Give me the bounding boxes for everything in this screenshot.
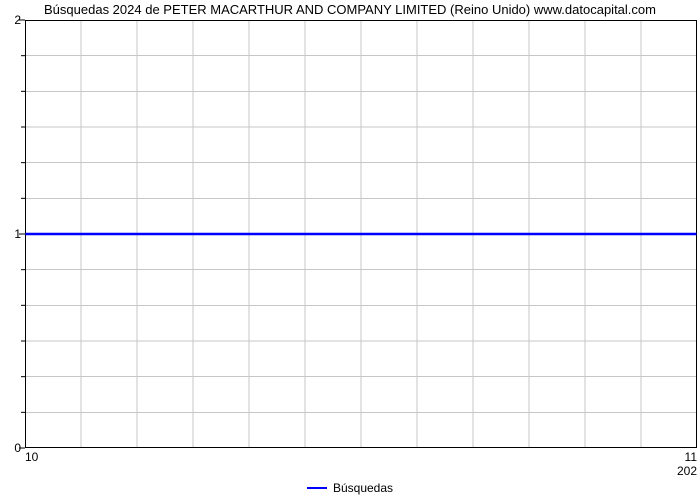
x-axis-sublabel: 202 [677, 464, 697, 478]
chart-svg [25, 20, 697, 448]
x-axis-label-right: 11 [685, 450, 697, 464]
y-tick-label: 2 [1, 13, 21, 27]
y-tick-label: 1 [1, 227, 21, 241]
x-axis-label-left: 10 [25, 450, 38, 464]
legend-swatch [307, 487, 327, 490]
y-tick-label: 0 [1, 441, 21, 455]
plot-area [25, 20, 697, 448]
legend: Búsquedas [0, 480, 700, 495]
chart-title: Búsquedas 2024 de PETER MACARTHUR AND CO… [0, 2, 700, 17]
legend-label: Búsquedas [333, 481, 393, 495]
